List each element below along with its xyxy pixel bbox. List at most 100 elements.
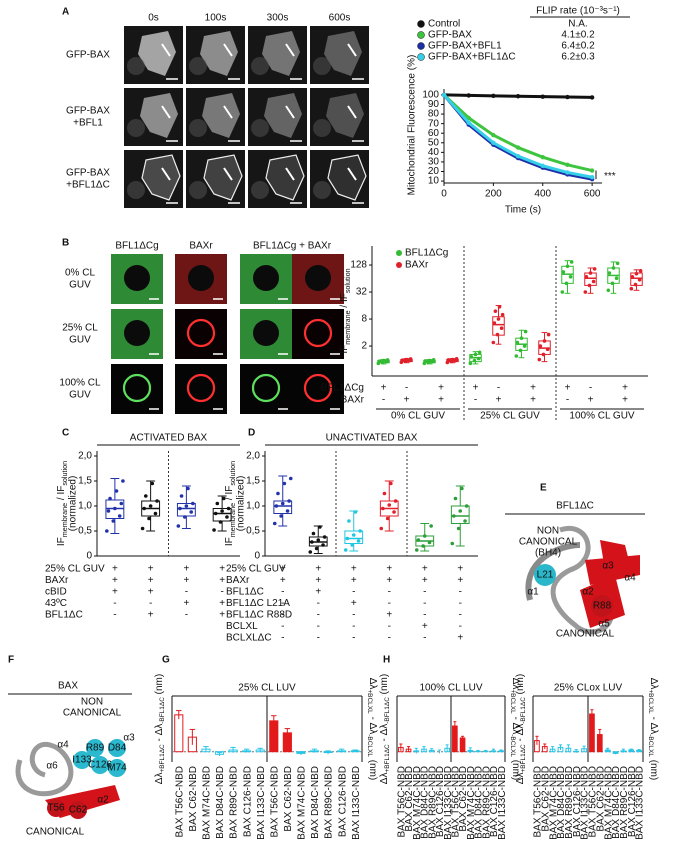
point xyxy=(150,481,155,486)
point xyxy=(282,481,287,486)
column-header: BFL1ΔCg + BAXr xyxy=(253,241,332,252)
legend-label: GFP-BAX+BFL1 xyxy=(428,41,502,52)
condition-mark: - xyxy=(405,383,408,394)
panel-letter: B xyxy=(62,238,69,249)
point xyxy=(522,344,527,348)
point xyxy=(285,509,290,513)
point xyxy=(630,274,635,279)
point xyxy=(148,504,153,508)
row-label: 25% CL xyxy=(62,323,98,334)
condition-label: BFL1ΔC xyxy=(226,587,264,598)
cell-other xyxy=(189,119,207,137)
arrow xyxy=(347,167,357,181)
panel-letter: C xyxy=(62,428,69,439)
label-part: Δλ xyxy=(648,678,659,690)
bar xyxy=(589,713,595,753)
point xyxy=(469,355,474,359)
point xyxy=(287,499,291,503)
flip-rate: N.A. xyxy=(568,19,587,30)
arrow xyxy=(161,167,171,181)
cell-other xyxy=(313,119,331,137)
point xyxy=(353,510,358,514)
point xyxy=(606,288,611,293)
category-label: BAX M74C-NBD xyxy=(297,766,308,840)
ribbon xyxy=(15,742,74,797)
point xyxy=(226,506,231,511)
point xyxy=(634,271,639,276)
x-tick-label: 400 xyxy=(534,189,551,200)
cell-other xyxy=(251,119,269,137)
point xyxy=(453,496,458,501)
point xyxy=(452,514,456,518)
point xyxy=(179,494,184,498)
condition-mark: + xyxy=(148,610,154,621)
point xyxy=(429,524,433,528)
ribbon xyxy=(525,542,581,601)
point xyxy=(592,267,597,271)
label-part: -BFL1ΔC xyxy=(384,697,391,724)
condition-mark: - xyxy=(352,610,355,621)
category-label: BAX T56C-NBD xyxy=(396,766,407,838)
arrow xyxy=(347,105,357,119)
point xyxy=(446,358,451,362)
condition-label: BCLXL xyxy=(226,621,258,632)
point xyxy=(316,538,321,542)
point xyxy=(565,94,570,100)
condition-mark: + xyxy=(219,610,225,621)
point xyxy=(450,541,455,546)
condition-label: BAXr xyxy=(45,575,69,586)
point xyxy=(523,329,528,334)
point xyxy=(491,340,496,345)
condition-mark: + xyxy=(219,564,225,575)
condition-mark: + xyxy=(530,383,536,394)
condition-mark: + xyxy=(183,575,189,586)
point xyxy=(343,548,348,552)
point xyxy=(310,540,314,544)
y-tick-label: 0 xyxy=(254,551,260,562)
point xyxy=(591,279,596,284)
category-label: BAX C126-NBD xyxy=(242,766,253,837)
condition-label: BCLXLΔC xyxy=(226,633,272,644)
condition-mark: + xyxy=(148,564,154,575)
point xyxy=(189,510,194,514)
point xyxy=(400,358,405,362)
category-label: BAX I133C-NBD xyxy=(351,766,362,840)
condition-mark: - xyxy=(352,587,355,598)
point xyxy=(108,496,112,501)
chart-title: 100% CL LUV xyxy=(420,683,483,694)
point xyxy=(466,120,471,125)
point xyxy=(569,260,574,264)
y-axis-label: Δλ+BFL1ΔC - Δλ-BFL1ΔC (nm) xyxy=(379,674,392,784)
residue xyxy=(69,801,87,819)
chart-title: UNACTIVATED BAX xyxy=(326,433,418,444)
point xyxy=(182,515,187,519)
category-label: BAX I133C-NBD xyxy=(580,766,591,840)
guv xyxy=(124,320,150,346)
micrograph xyxy=(111,364,163,414)
category-label: BAX C126-NBD xyxy=(572,766,583,837)
point xyxy=(561,270,566,274)
label-part: membrane xyxy=(228,503,237,537)
point xyxy=(408,357,413,361)
condition-mark: + xyxy=(351,575,357,586)
group-label: 0% CL GUV xyxy=(391,411,445,422)
y-tick-label: 70 xyxy=(428,118,440,129)
cell xyxy=(324,31,362,76)
label-part: (nm) xyxy=(510,757,521,780)
label-part: (nm) xyxy=(379,674,390,697)
cell-other xyxy=(127,119,145,137)
condition-mark: - xyxy=(382,395,385,406)
category-label: BAX M74C-NBD xyxy=(202,766,213,840)
label-part: Δλ xyxy=(367,678,378,690)
condition-mark: + xyxy=(473,383,479,394)
point xyxy=(518,348,523,353)
row-label: GUV xyxy=(69,390,91,401)
condition-mark: + xyxy=(280,575,286,586)
cell xyxy=(200,31,238,76)
y-tick-label: 20 xyxy=(428,166,440,177)
arrow xyxy=(161,43,171,57)
point xyxy=(392,510,396,514)
cell xyxy=(265,154,305,201)
point xyxy=(225,515,229,519)
guv xyxy=(188,265,214,291)
